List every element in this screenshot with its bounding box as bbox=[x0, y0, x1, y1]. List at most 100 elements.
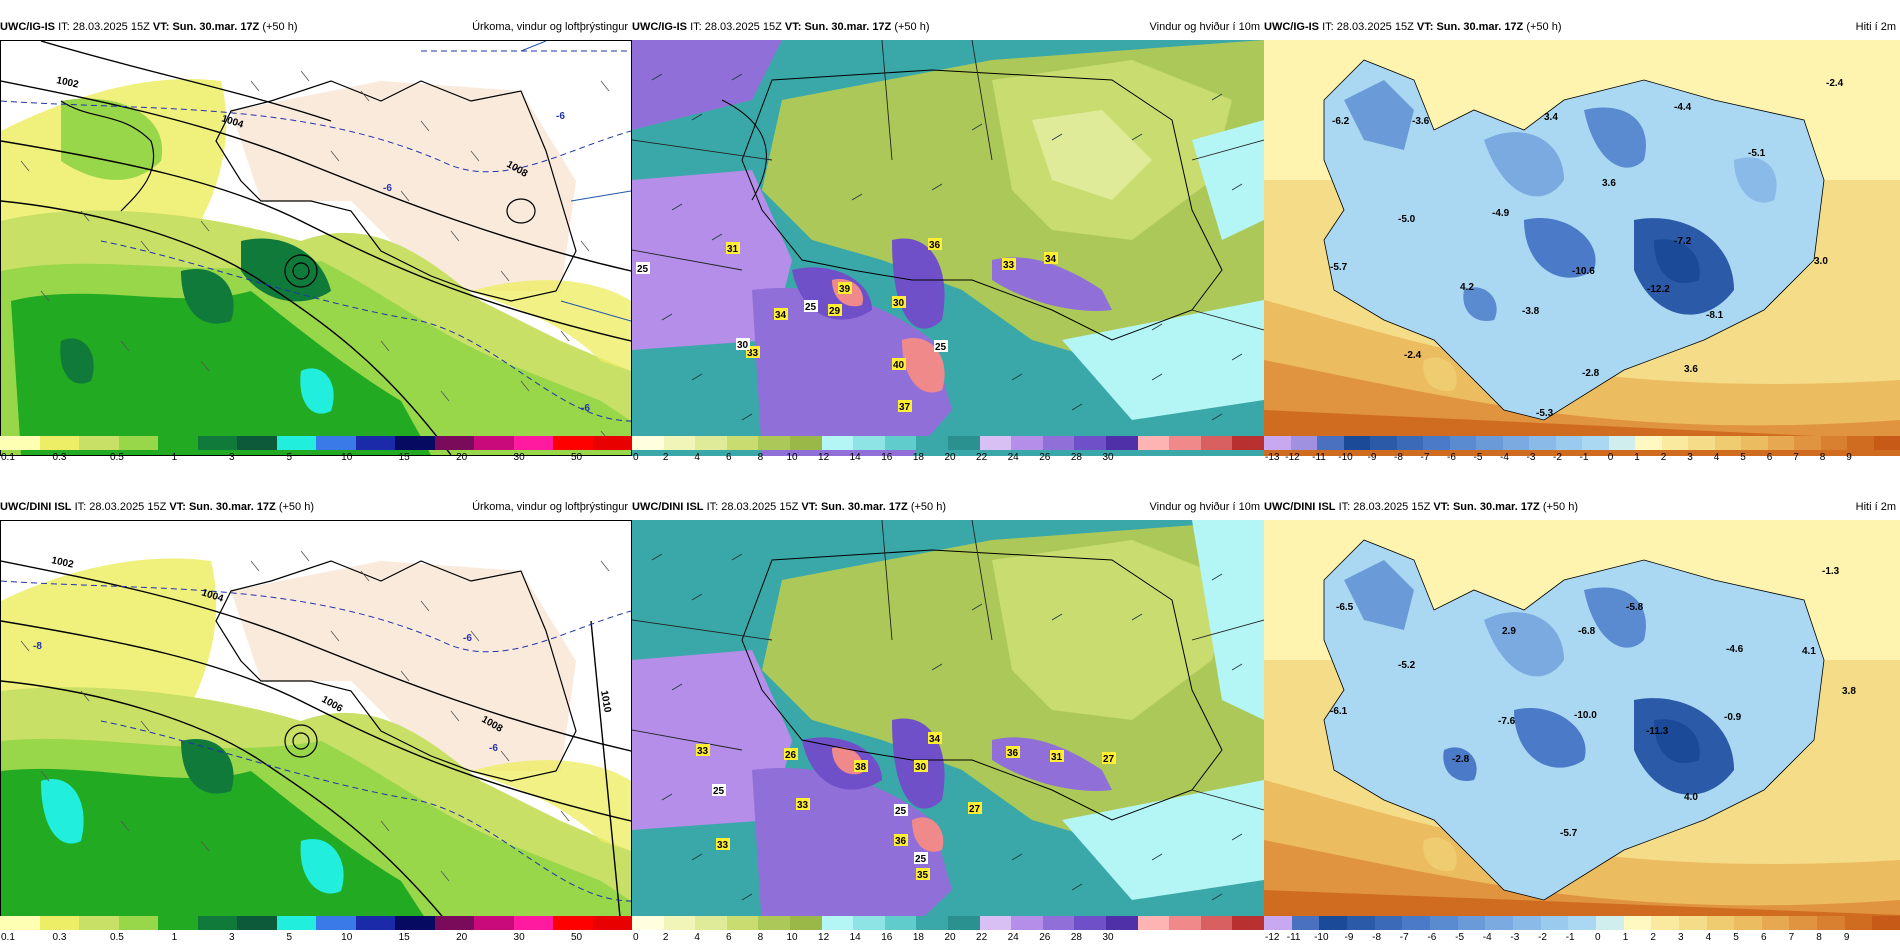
colorbar-tick-label: 5 bbox=[286, 452, 293, 463]
colorbar-swatch bbox=[1485, 916, 1513, 930]
wind-map-graphic: 33 26 38 30 34 36 31 27 33 33 27 36 35 2… bbox=[632, 520, 1264, 928]
temp-value: -5.8 bbox=[1626, 602, 1644, 613]
colorbar-tick-label: 4 bbox=[1705, 932, 1712, 943]
init-time: 28.03.2025 15Z bbox=[72, 21, 150, 33]
colorbar-tick-label: 24 bbox=[1007, 452, 1019, 463]
colorbar-swatch bbox=[1457, 916, 1486, 930]
colorbar-tick-label: 20 bbox=[456, 932, 468, 943]
colorbar-swatch bbox=[1651, 916, 1679, 930]
panel-header: UWC/IG-IS IT: 28.03.2025 15Z VT: Sun. 30… bbox=[0, 20, 632, 34]
colorbar-tick-label: 22 bbox=[976, 932, 988, 943]
colorbar-tick-label: 14 bbox=[849, 932, 861, 943]
valid-time: Sun. 30.mar. 17Z bbox=[1452, 501, 1540, 513]
gust-label: 33 bbox=[797, 800, 809, 811]
valid-label: VT: bbox=[1433, 501, 1450, 513]
valid-time: Sun. 30.mar. 17Z bbox=[820, 501, 908, 513]
colorbar-swatch bbox=[1346, 916, 1375, 930]
colorbar-swatch bbox=[1476, 436, 1503, 450]
wind-colorbar-ticks: 0 2 4 6 8 10 12 14 16 18 20 22 24 26 28 30 bbox=[632, 452, 1264, 464]
temp-value: -5.7 bbox=[1330, 262, 1348, 273]
temp-value: 4.0 bbox=[1684, 792, 1698, 803]
colorbar-tick-label: 3 bbox=[229, 452, 235, 463]
init-label: IT: bbox=[74, 501, 87, 513]
temp-values: -6.5 -1.3 -5.8 2.9 -6.8 -4.6 -5.2 4.1 3.… bbox=[1330, 566, 1856, 839]
temp-value: -2.8 bbox=[1452, 754, 1470, 765]
colorbar-tick-label: 7 bbox=[1793, 452, 1799, 463]
temp-map-graphic: -6.2 -3.6 3.4 -4.4 -2.4 -5.1 3.6 -4.9 -5… bbox=[1264, 40, 1900, 456]
colorbar-tick-label: -11 bbox=[1286, 932, 1301, 943]
colorbar-swatch bbox=[1794, 436, 1821, 450]
colorbar-swatch bbox=[197, 916, 237, 930]
colorbar-tick-label: 8 bbox=[757, 932, 764, 943]
temp-value: -5.1 bbox=[1748, 148, 1766, 159]
gust-label: 31 bbox=[727, 244, 739, 255]
colorbar-swatch bbox=[632, 436, 664, 450]
valid-time: Sun. 30.mar. 17Z bbox=[804, 21, 892, 33]
gust-labels: 33 26 38 30 34 36 31 27 33 33 27 36 35 2… bbox=[696, 732, 1116, 881]
colorbar-tick-label: 0 bbox=[1595, 932, 1601, 943]
precip-map-graphic: 1002 1004 1008 -6 -6 -6 bbox=[1, 41, 631, 455]
colorbar-tick-label: 5 bbox=[1733, 932, 1739, 943]
gust-label: 34 bbox=[929, 734, 941, 745]
temp-map-graphic: -6.5 -1.3 -5.8 2.9 -6.8 -4.6 -5.2 4.1 3.… bbox=[1264, 520, 1900, 928]
model-name: UWC/DINI ISL bbox=[1264, 501, 1336, 513]
colorbar-swatch bbox=[1423, 436, 1450, 450]
colorbar-swatch bbox=[1734, 916, 1762, 930]
colorbar-swatch bbox=[355, 916, 395, 930]
panel-wind-iges: UWC/IG-IS IT: 28.03.2025 15Z VT: Sun. 30… bbox=[632, 20, 1264, 468]
temp-value: -3.8 bbox=[1522, 306, 1540, 317]
colorbar-swatch bbox=[158, 916, 198, 930]
colorbar-tick-label: 8 bbox=[757, 452, 764, 463]
temp-colorbar-ticks: -13 -12 -11 -10 -9 -8 -7 -6 -5 -4 -3 -2 -1 0 1 2 3 4 5 6 7 8 9 bbox=[1264, 452, 1900, 464]
precip-colorbar-ticks: 0.1 0.3 0.5 1 3 5 10 15 20 30 50 bbox=[0, 932, 632, 944]
gust-label: 38 bbox=[855, 762, 867, 773]
model-name: UWC/IG-IS bbox=[0, 21, 55, 33]
colorbar-tick-label: -5 bbox=[1473, 452, 1483, 463]
colorbar-tick-label: 2 bbox=[662, 932, 669, 943]
init-time: 28.03.2025 15Z bbox=[89, 501, 167, 513]
colorbar-tick-label: -12 bbox=[1285, 452, 1300, 463]
gust-label: 39 bbox=[839, 284, 851, 295]
colorbar-swatch bbox=[1232, 916, 1264, 930]
valid-label: VT: bbox=[784, 21, 802, 33]
colorbar-swatch bbox=[1074, 916, 1106, 930]
colorbar-swatch bbox=[1200, 916, 1233, 930]
colorbar-tick-label: 3 bbox=[1678, 932, 1684, 943]
gust-label: 30 bbox=[915, 762, 927, 773]
colorbar-swatch bbox=[39, 916, 79, 930]
colorbar-tick-label: -13 bbox=[1265, 452, 1280, 463]
colorbar-swatch bbox=[1678, 916, 1707, 930]
colorbar-tick-label: 0.3 bbox=[52, 452, 67, 463]
colorbar-tick-label: 8 bbox=[1816, 932, 1822, 943]
panel-title: Vindur og hviður í 10m bbox=[1149, 21, 1260, 33]
init-label: IT: bbox=[1322, 21, 1334, 33]
gust-label: 36 bbox=[1007, 748, 1019, 759]
panel-wind-dini: UWC/DINI ISL IT: 28.03.2025 15Z VT: Sun.… bbox=[632, 500, 1264, 940]
colorbar-swatch bbox=[1137, 436, 1170, 450]
gust-label: 25 bbox=[713, 786, 725, 797]
colorbar-tick-label: -9 bbox=[1344, 932, 1354, 943]
colorbar-tick-label: 20 bbox=[944, 932, 956, 943]
precip-map-graphic: 1002 1004 1006 1008 1010 -6 -8 -6 bbox=[1, 521, 631, 927]
colorbar-tick-label: -1 bbox=[1579, 452, 1589, 463]
colorbar-swatch bbox=[1105, 916, 1138, 930]
colorbar-tick-label: 12 bbox=[818, 452, 830, 463]
colorbar-swatch bbox=[237, 436, 277, 450]
colorbar-tick-label: 16 bbox=[881, 452, 893, 463]
colorbar-tick-label: 1 bbox=[1634, 452, 1640, 463]
colorbar-tick-label: 20 bbox=[456, 452, 468, 463]
colorbar-tick-label: 12 bbox=[818, 932, 830, 943]
colorbar-tick-label: 6 bbox=[726, 932, 732, 943]
colorbar-swatch bbox=[197, 436, 237, 450]
colorbar-swatch bbox=[1290, 436, 1317, 450]
colorbar-swatch bbox=[592, 436, 632, 450]
colorbar-tick-label: 0 bbox=[1607, 452, 1614, 463]
colorbar-swatch bbox=[979, 916, 1012, 930]
colorbar-tick-label: 18 bbox=[912, 932, 924, 943]
init-time: 28.03.2025 15Z bbox=[704, 21, 782, 33]
colorbar-swatch bbox=[79, 436, 119, 450]
colorbar-tick-label: -12 bbox=[1265, 932, 1280, 943]
colorbar-tick-label: 6 bbox=[1766, 452, 1773, 463]
colorbar-tick-label: -8 bbox=[1372, 932, 1382, 943]
colorbar-swatch bbox=[118, 916, 158, 930]
